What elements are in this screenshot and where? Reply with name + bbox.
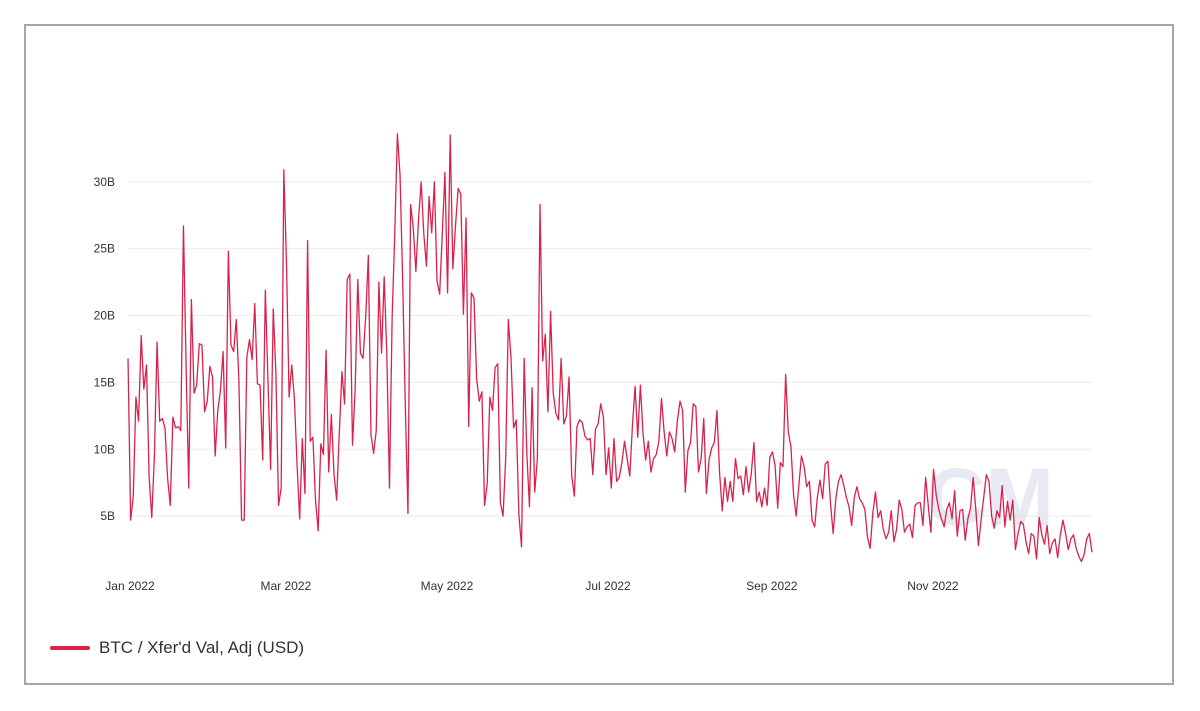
legend-label: BTC / Xfer'd Val, Adj (USD)	[99, 638, 305, 657]
legend[interactable]: BTC / Xfer'd Val, Adj (USD)	[50, 638, 304, 658]
y-axis: 5B 10B 15B 20B 25B 30B	[94, 175, 115, 523]
series-layer	[127, 133, 1093, 563]
y-tick-label: 5B	[100, 509, 115, 523]
y-tick-label: 25B	[94, 242, 115, 256]
series-line-btc-xferd-val-adj[interactable]	[127, 133, 1093, 563]
x-tick-label: Nov 2022	[907, 579, 959, 593]
x-axis: Jan 2022 Mar 2022 May 2022 Jul 2022 Sep 2022…	[105, 579, 959, 593]
legend-swatch	[50, 646, 90, 650]
y-tick-label: 10B	[94, 442, 115, 456]
x-tick-label: May 2022	[421, 579, 474, 593]
y-tick-label: 15B	[94, 375, 115, 389]
x-tick-label: Sep 2022	[746, 579, 798, 593]
chart-frame	[24, 24, 1174, 685]
y-tick-label: 30B	[94, 175, 115, 189]
y-tick-label: 20B	[94, 309, 115, 323]
x-tick-label: Mar 2022	[260, 579, 311, 593]
x-tick-label: Jan 2022	[105, 579, 155, 593]
x-tick-label: Jul 2022	[585, 579, 631, 593]
